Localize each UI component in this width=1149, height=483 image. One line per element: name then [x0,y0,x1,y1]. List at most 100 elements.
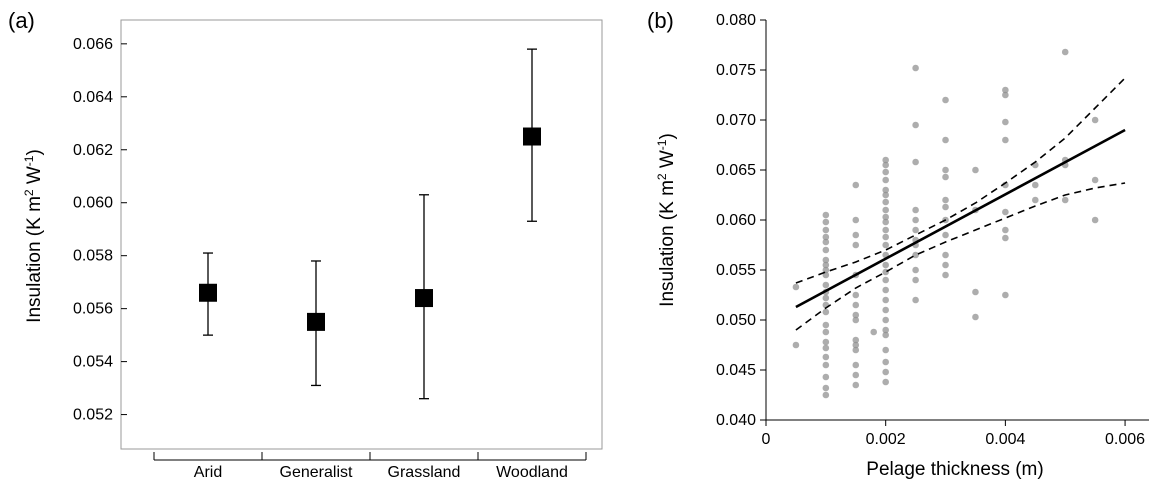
panel-b-lines [795,77,1126,331]
panel-b-data-point [882,296,889,304]
panel-b-data-point [972,288,979,296]
panel-b-data-point [822,384,830,392]
panel-a-category-label: Grassland [388,464,461,481]
panel-b-points [792,48,1099,399]
panel-a-mean-marker [415,289,433,308]
panel-b-ytick-label: 0.070 [716,112,756,129]
panel-b-data-point [852,291,860,299]
panel-a-mean-marker [307,312,325,331]
panel-a-y-axis: 0.052 0.054 0.056 0.058 0.060 0.062 0.064 0.066 [73,36,127,424]
panel-b-data-point [792,283,800,291]
panel-b-data-point [942,231,949,239]
panel-b-data-point [1002,208,1009,216]
panel-b-data-point [822,344,830,352]
panel-b-data-point [852,336,860,344]
panel-b-data-point [822,246,830,254]
panel-b-data-point [852,371,860,379]
panel-a-ytick-label: 0.060 [73,195,113,212]
panel-b-data-point [882,226,889,234]
panel-b-data-point [882,276,889,284]
panel-b-data-point [822,281,830,289]
panel-b-data-point [1061,48,1069,56]
panel-b-data-point [942,196,949,204]
panel-b-data-point [852,216,860,224]
panel-b-data-point [912,296,919,304]
panel-b-ytick-label: 0.050 [716,312,756,329]
panel-b-data-point [822,373,830,381]
panel-b-data-point [822,218,830,226]
panel-b-xtick-label: 0.004 [985,431,1025,448]
panel-b-ytick-label: 0.060 [716,212,756,229]
panel-b-data-point [1002,226,1009,234]
panel-b-data-point [972,166,979,174]
panel-b-data-point [822,361,830,369]
panel-b-data-point [972,313,979,321]
panel-b-ylabel: Insulation (K m2 W-1) [655,133,678,307]
panel-b-data-point [882,306,889,314]
panel-b-data-point [912,226,919,234]
panel-b-data-point [882,168,889,176]
panel-a-ylabel: Insulation (K m2 W-1) [22,149,45,323]
panel-b-data-point [882,261,889,269]
panel-b-data-point [852,181,860,189]
panel-b-xlabel: Pelage thickness (m) [866,459,1043,480]
panel-b-data-point [882,241,889,249]
panel-b-data-point [882,378,889,386]
panel-b-data-point [870,328,878,336]
panel-b-axes: 0.040 0.045 0.050 0.055 0.060 0.065 0.070 0.075… [716,12,1149,448]
panel-b-data-point [822,338,830,346]
panel-b-data-point [1002,234,1009,242]
panel-b-data-point [822,294,830,302]
panel-b-data-point [1091,116,1099,124]
panel-b-data-point [912,251,919,259]
panel-b-data-point [1091,176,1099,184]
panel-b-data-point [822,233,830,241]
panel-b-data-point [912,276,919,284]
panel-b-data-point [822,328,830,336]
panel-a-x-axis: Arid Generalist Grassland Woodland [153,452,587,481]
panel-b-data-point [942,173,949,181]
panel-b-data-point [1031,196,1039,204]
panel-b-ytick-label: 0.055 [716,262,756,279]
panel-b-data-point [882,331,889,339]
panel-b-data-point [942,251,949,259]
panel-b-data-point [852,241,860,249]
panel-b-data-point [882,198,889,206]
panel-b-xtick-label: 0 [762,431,771,448]
panel-b-data-point [822,308,830,316]
panel-b-ytick-label: 0.045 [716,362,756,379]
panel-b-xtick-label: 0.002 [866,431,906,448]
panel-b-data-point [882,268,889,276]
panel-b-data-point [792,341,800,349]
panel-b-xtick-label: 0.006 [1105,431,1145,448]
panel-b-data-point [912,266,919,274]
panel-b-data-point [882,316,889,324]
panel-b-data-point [942,203,949,211]
panel-a-mean-marker [523,127,541,146]
panel-a-ytick-label: 0.052 [73,407,113,424]
panel-b-data-point [822,391,830,399]
panel-b-confidence-lower [795,182,1126,331]
panel-b-data-point [912,216,919,224]
panel-b-data-point [882,233,889,241]
panel-b-data-point [822,261,830,269]
panel-b-data-point [822,321,830,329]
panel-b-data-point [882,368,889,376]
panel-b-ytick-label: 0.065 [716,162,756,179]
panel-b-data-point [822,211,830,219]
panel-b-data-point [852,301,860,309]
panel-b-data-point [1002,86,1009,94]
panel-b-data-point [852,361,860,369]
panel-b-data-point [822,256,830,264]
panel-b-data-point [822,226,830,234]
panel-b-data-point [882,176,889,184]
panel-b-data-point [942,136,949,144]
panel-b: (b) Insulation (K m2 W-1) Pelage thickne… [647,8,1149,480]
panel-b-data-point [852,381,860,389]
panel-b-data-point [942,261,949,269]
panel-b-data-point [1091,216,1099,224]
panel-a-marks [199,48,541,400]
panel-b-data-point [1002,118,1009,126]
panel-b-ytick-label: 0.080 [716,12,756,29]
